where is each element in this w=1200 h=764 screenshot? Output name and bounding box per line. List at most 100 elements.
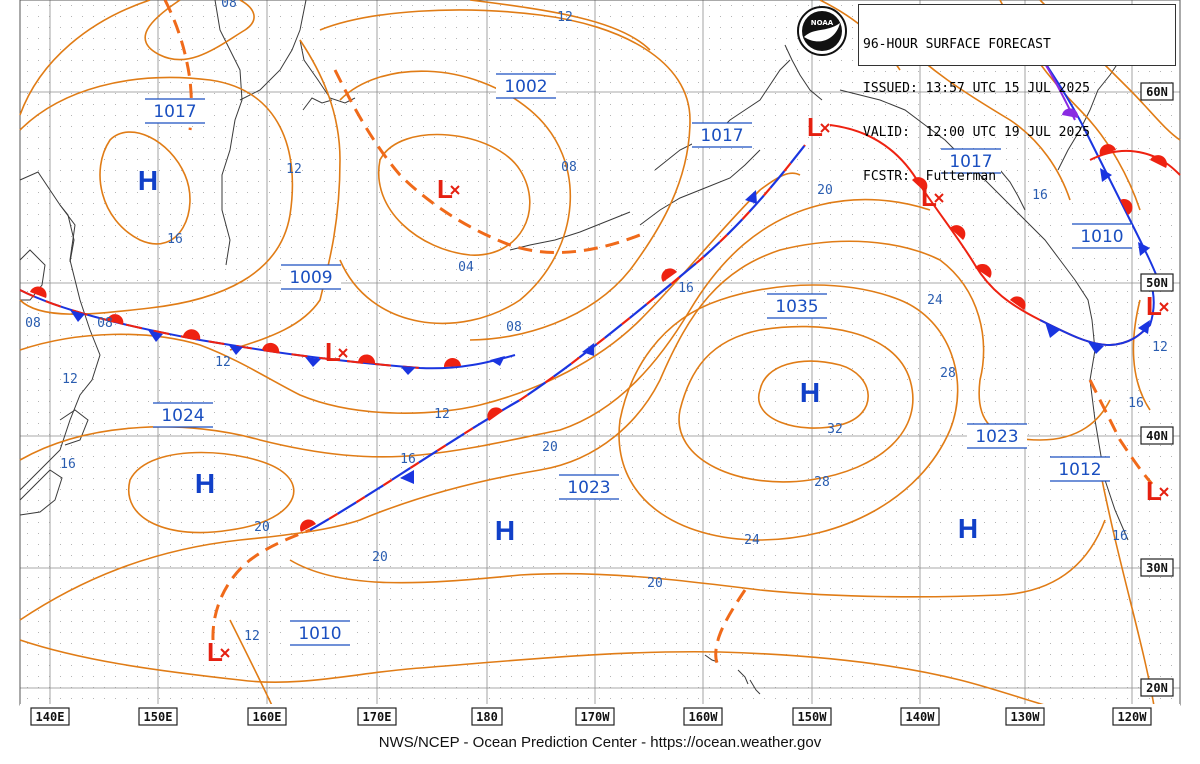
pressure-value-label: 1024	[153, 402, 213, 428]
isobar-value-label: 12	[244, 629, 260, 644]
forecaster-label: FCSTR:	[863, 169, 910, 184]
svg-text:140W: 140W	[906, 710, 936, 724]
isobar-value-label: 20	[372, 550, 388, 565]
svg-text:150W: 150W	[798, 710, 828, 724]
high-symbol: H	[195, 468, 215, 499]
isobar-value-label: 12	[286, 162, 302, 177]
cold-front-triangle	[582, 343, 594, 356]
longitude-label: 170W	[575, 707, 615, 726]
isobar-value-label: 04	[458, 260, 474, 275]
coastlines	[19, 0, 1129, 695]
svg-text:120W: 120W	[1118, 710, 1148, 724]
warm-front-semicircle	[183, 329, 201, 340]
isobar-value-label: 08	[221, 0, 237, 11]
isobar-value-label: 16	[678, 281, 694, 296]
isobar-value-label: 20	[647, 576, 663, 591]
valid-value: 12:00 UTC 19 JUL 2025	[925, 125, 1090, 140]
longitude-label: 120W	[1112, 707, 1152, 726]
forecaster-line: FCSTR: Futterman	[863, 169, 1171, 184]
svg-text:1002: 1002	[504, 77, 547, 97]
pressure-centers: H 1017 H 1024 L 1009 L 1002 L 1017 H 1035 H 1023 H 1023…	[138, 73, 1169, 667]
cold-front-triangle	[70, 310, 85, 322]
pressure-value-label: 1012	[1050, 456, 1110, 482]
high-symbol: H	[495, 515, 515, 546]
isobar-value-label: 20	[542, 440, 558, 455]
svg-text:170E: 170E	[363, 710, 392, 724]
low-pressure-center: L 1017	[692, 112, 830, 148]
svg-text:1009: 1009	[289, 268, 332, 288]
svg-text:40N: 40N	[1146, 429, 1168, 443]
longitude-labels: 140E 150E 160E 170E 180 170W 160W 150W 140W 130W 1…	[30, 707, 1152, 726]
svg-text:180: 180	[476, 710, 498, 724]
longitude-label: 150E	[138, 707, 178, 726]
isobar-value-label: 32	[827, 422, 843, 437]
high-pressure-center: H 1035	[767, 293, 827, 408]
isobar-value-label: 16	[60, 457, 76, 472]
warm-front-semicircle	[950, 225, 966, 240]
latitude-label: 20N	[1140, 678, 1174, 697]
forecast-header: 96-HOUR SURFACE FORECAST ISSUED: 13:57 U…	[858, 4, 1176, 184]
svg-text:50N: 50N	[1146, 276, 1168, 290]
low-symbol: L	[1146, 476, 1162, 506]
isobar-value-label: 16	[1032, 188, 1048, 203]
cold-front-triangle	[305, 357, 321, 367]
cold-front-triangle	[148, 330, 163, 342]
latitude-label: 60N	[1140, 82, 1174, 101]
svg-text:1017: 1017	[153, 102, 196, 122]
low-pressure-center: L 1009	[281, 264, 348, 367]
high-pressure-center: H 1024	[153, 402, 215, 499]
warm-front-semicircle	[300, 519, 316, 532]
svg-text:1023: 1023	[975, 427, 1018, 447]
issued-label: ISSUED:	[863, 81, 918, 96]
isobar-value-label: 12	[215, 355, 231, 370]
longitude-label: 140W	[900, 707, 940, 726]
isobar-value-label: 12	[434, 407, 450, 422]
pressure-value-label: 1010	[1072, 223, 1132, 249]
warm-front-semicircle	[1010, 296, 1026, 310]
svg-text:60N: 60N	[1146, 85, 1168, 99]
svg-text:140E: 140E	[36, 710, 65, 724]
low-pressure-center: L 1010	[207, 620, 350, 667]
svg-text:1023: 1023	[567, 478, 610, 498]
svg-text:1024: 1024	[161, 406, 204, 426]
warm-front-semicircle	[443, 357, 461, 367]
latitude-label: 50N	[1140, 273, 1174, 292]
longitude-label: 160E	[247, 707, 287, 726]
cold-front-triangle	[400, 470, 414, 484]
pressure-value-label: 1002	[496, 73, 556, 99]
isobar-value-label: 08	[506, 320, 522, 335]
low-symbol: L	[807, 112, 823, 142]
longitude-label: 130W	[1005, 707, 1045, 726]
svg-text:150E: 150E	[144, 710, 173, 724]
high-symbol: H	[800, 377, 820, 408]
isobar-value-label: 08	[561, 160, 577, 175]
svg-text:1010: 1010	[1080, 227, 1123, 247]
longitude-label: 170E	[357, 707, 397, 726]
cold-front-triangle	[1088, 342, 1104, 354]
isobar-value-label: 08	[25, 316, 41, 331]
cold-front-triangle	[400, 366, 416, 375]
warm-front-semicircle	[661, 268, 677, 282]
svg-text:130W: 130W	[1011, 710, 1041, 724]
isobars	[19, 0, 1181, 713]
cold-front-triangle	[745, 190, 757, 204]
low-pressure-center: L 1012	[1050, 456, 1169, 506]
low-pressure-center: L 1017	[921, 148, 1001, 212]
svg-text:1010: 1010	[298, 624, 341, 644]
dot-grid	[20, 0, 1180, 712]
longitude-label: 180	[471, 707, 503, 726]
warm-front-semicircle	[1099, 144, 1116, 155]
isobar-value-label: 16	[1128, 396, 1144, 411]
warm-front-semicircle	[30, 286, 47, 298]
warm-front-semicircle	[912, 177, 928, 192]
cold-front-triangle	[1138, 320, 1150, 334]
high-pressure-center: H 1023	[958, 423, 1027, 544]
warm-front-semicircle	[487, 407, 503, 421]
high-pressure-center: H 1017	[138, 98, 205, 196]
low-symbol: L	[207, 637, 223, 667]
svg-text:170W: 170W	[581, 710, 611, 724]
svg-text:30N: 30N	[1146, 561, 1168, 575]
pressure-value-label: 1009	[281, 264, 341, 290]
